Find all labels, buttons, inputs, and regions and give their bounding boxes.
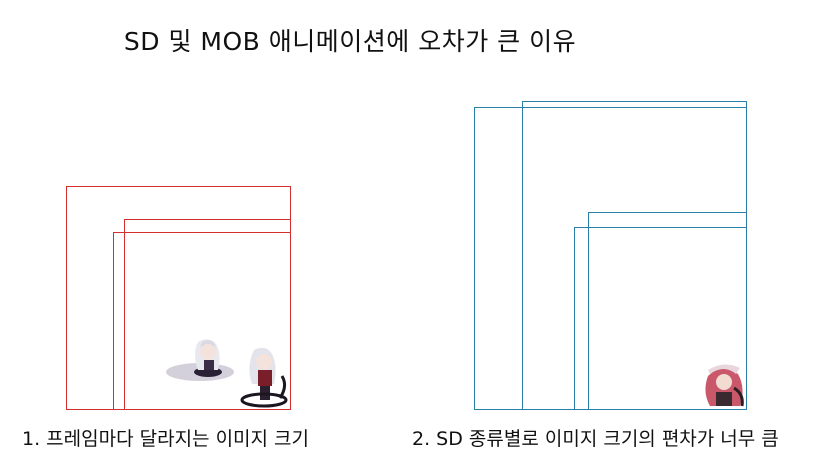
- character-sprite-attack: [166, 339, 288, 408]
- frame-outline-small: [113, 232, 291, 410]
- caption-frame-size: 1. 프레임마다 달라지는 이미지 크기: [22, 428, 310, 450]
- diagram-title: SD 및 MOB 애니메이션에 오차가 큰 이유: [123, 27, 577, 56]
- sd-character-sprite: [705, 364, 744, 407]
- caption-sd-type: 2. SD 종류별로 이미지 크기의 편차가 너무 큼: [412, 428, 779, 450]
- sd-outline-small-2: [574, 227, 747, 410]
